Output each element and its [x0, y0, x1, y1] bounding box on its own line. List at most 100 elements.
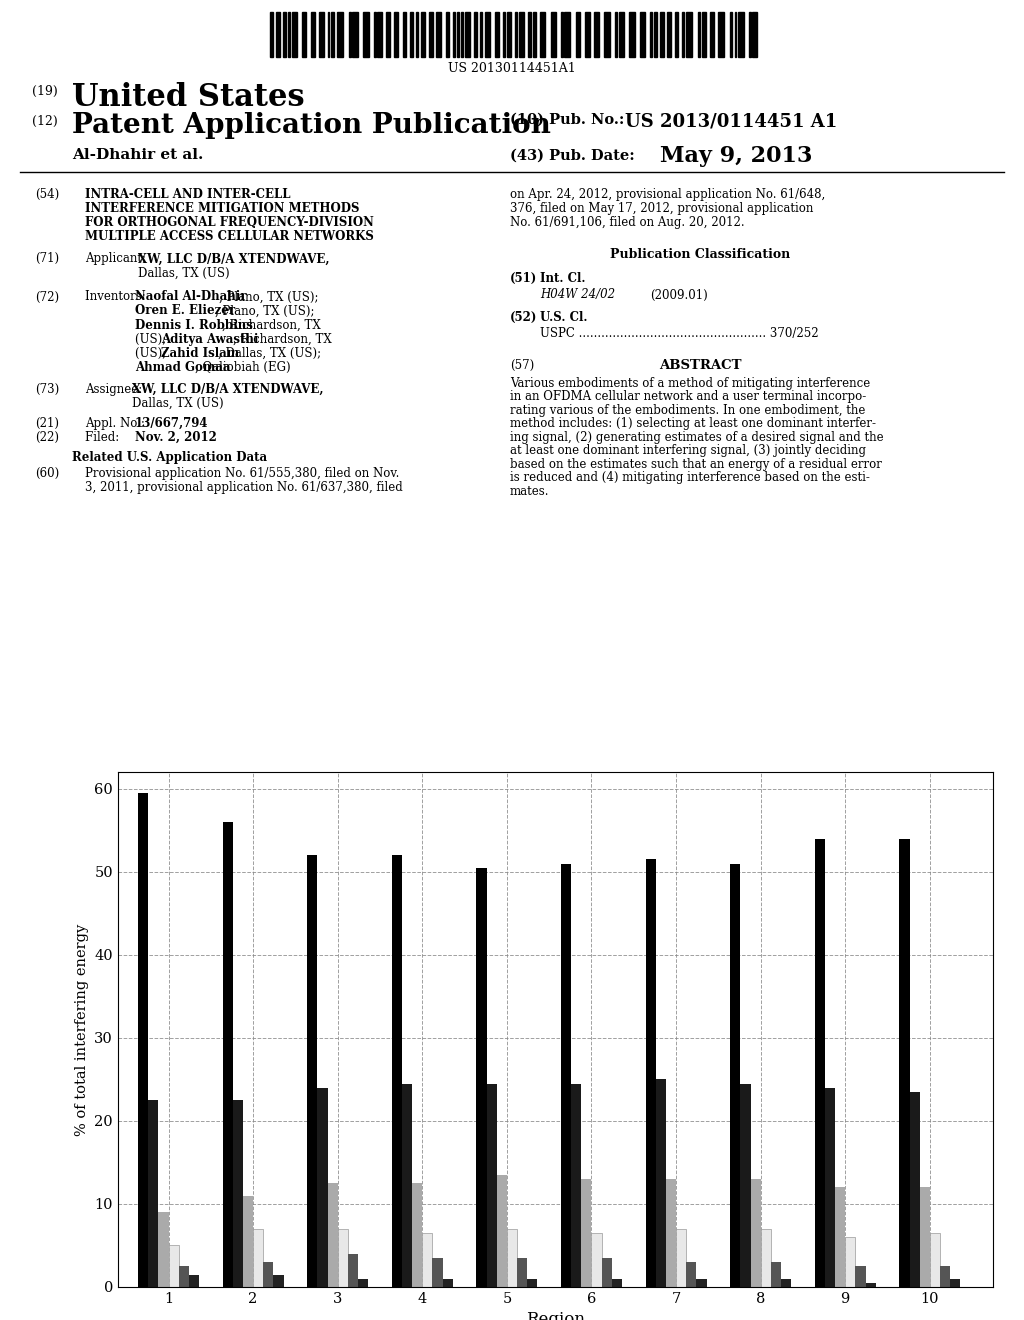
- Text: May 9, 2013: May 9, 2013: [660, 145, 812, 168]
- Text: MULTIPLE ACCESS CELLULAR NETWORKS: MULTIPLE ACCESS CELLULAR NETWORKS: [85, 231, 374, 243]
- Text: Dallas, TX (US): Dallas, TX (US): [132, 396, 223, 409]
- Bar: [338, 1229, 348, 1287]
- Bar: [611, 1279, 622, 1287]
- Bar: [855, 1266, 865, 1287]
- Bar: [302, 12, 306, 57]
- Bar: [392, 855, 402, 1287]
- Bar: [575, 12, 581, 57]
- Bar: [561, 863, 571, 1287]
- Bar: [517, 1258, 527, 1287]
- Bar: [750, 12, 751, 57]
- Bar: [698, 12, 700, 57]
- Bar: [686, 12, 692, 57]
- Bar: [222, 822, 232, 1287]
- Bar: [836, 1188, 845, 1287]
- Bar: [676, 1229, 686, 1287]
- Text: Int. Cl.: Int. Cl.: [540, 272, 586, 285]
- Text: Patent Application Publication: Patent Application Publication: [72, 112, 551, 139]
- Text: (21): (21): [35, 417, 59, 430]
- Text: Various embodiments of a method of mitigating interference: Various embodiments of a method of mitig…: [510, 376, 870, 389]
- Bar: [474, 12, 477, 57]
- Bar: [528, 12, 530, 57]
- Text: , Qaliobiah (EG): , Qaliobiah (EG): [195, 360, 291, 374]
- Bar: [253, 1229, 263, 1287]
- Bar: [751, 1179, 761, 1287]
- Bar: [781, 1279, 792, 1287]
- Text: XW, LLC D/B/A XTENDWAVE,: XW, LLC D/B/A XTENDWAVE,: [132, 383, 324, 396]
- Text: USPC .................................................. 370/252: USPC ...................................…: [540, 326, 818, 339]
- Bar: [845, 1237, 855, 1287]
- Bar: [410, 12, 413, 57]
- Bar: [730, 863, 740, 1287]
- Text: Al-Dhahir et al.: Al-Dhahir et al.: [72, 148, 204, 162]
- Bar: [349, 12, 350, 57]
- Bar: [564, 12, 570, 57]
- Text: Nov. 2, 2012: Nov. 2, 2012: [135, 430, 217, 444]
- Bar: [402, 1084, 412, 1287]
- Bar: [660, 12, 664, 57]
- Bar: [319, 12, 324, 57]
- Bar: [310, 12, 315, 57]
- Bar: [476, 867, 486, 1287]
- Bar: [909, 1092, 920, 1287]
- Text: H04W 24/02: H04W 24/02: [540, 289, 615, 301]
- Bar: [386, 12, 390, 57]
- Text: (71): (71): [35, 252, 59, 265]
- Text: (57): (57): [510, 359, 535, 372]
- Text: Provisional application No. 61/555,380, filed on Nov.: Provisional application No. 61/555,380, …: [85, 467, 399, 479]
- Text: (10) Pub. No.:: (10) Pub. No.:: [510, 112, 635, 127]
- Bar: [640, 12, 645, 57]
- Text: Zahid Islam: Zahid Islam: [161, 347, 240, 359]
- Y-axis label: % of total interfering energy: % of total interfering energy: [75, 924, 89, 1135]
- Text: mates.: mates.: [510, 484, 550, 498]
- Text: U.S. Cl.: U.S. Cl.: [540, 310, 588, 323]
- Bar: [284, 12, 286, 57]
- Text: Aditya Awasthi: Aditya Awasthi: [161, 333, 258, 346]
- Text: US 20130114451A1: US 20130114451A1: [449, 62, 575, 75]
- Bar: [462, 12, 463, 57]
- Text: INTERFERENCE MITIGATION METHODS: INTERFERENCE MITIGATION METHODS: [85, 202, 359, 215]
- Text: Filed:: Filed:: [85, 430, 150, 444]
- Bar: [317, 1088, 328, 1287]
- Bar: [358, 1279, 369, 1287]
- Text: Dennis I. Robbins: Dennis I. Robbins: [135, 318, 253, 331]
- Text: ABSTRACT: ABSTRACT: [658, 359, 741, 372]
- Bar: [507, 1229, 517, 1287]
- Bar: [515, 12, 517, 57]
- Text: , Richardson, TX: , Richardson, TX: [233, 333, 332, 346]
- Bar: [930, 1233, 940, 1287]
- Text: (12): (12): [32, 115, 57, 128]
- Bar: [328, 1183, 338, 1287]
- Text: , Richardson, TX: , Richardson, TX: [222, 318, 321, 331]
- Text: Oren E. Eliezer: Oren E. Eliezer: [135, 305, 236, 318]
- Bar: [337, 12, 343, 57]
- Text: INTRA-CELL AND INTER-CELL: INTRA-CELL AND INTER-CELL: [85, 189, 291, 202]
- Text: (2009.01): (2009.01): [650, 289, 708, 301]
- Text: at least one dominant interfering signal, (3) jointly deciding: at least one dominant interfering signal…: [510, 445, 866, 457]
- Bar: [620, 12, 625, 57]
- Bar: [188, 1275, 199, 1287]
- Bar: [865, 1283, 876, 1287]
- Bar: [686, 1262, 696, 1287]
- Text: , Plano, TX (US);: , Plano, TX (US);: [219, 290, 318, 304]
- Text: , Plano, TX (US);: , Plano, TX (US);: [215, 305, 314, 318]
- Bar: [696, 1279, 707, 1287]
- Bar: [645, 859, 655, 1287]
- Bar: [445, 12, 450, 57]
- Text: method includes: (1) selecting at least one dominant interfer-: method includes: (1) selecting at least …: [510, 417, 876, 430]
- Text: (19): (19): [32, 84, 57, 98]
- Bar: [292, 12, 297, 57]
- Bar: [364, 12, 369, 57]
- Bar: [178, 1266, 188, 1287]
- Bar: [740, 1084, 751, 1287]
- Bar: [307, 855, 317, 1287]
- Bar: [232, 1100, 243, 1287]
- Bar: [753, 12, 758, 57]
- Text: (51): (51): [510, 272, 538, 285]
- Text: (60): (60): [35, 467, 59, 479]
- Text: United States: United States: [72, 82, 304, 114]
- Text: Inventors:: Inventors:: [85, 290, 150, 304]
- Text: US 2013/0114451 A1: US 2013/0114451 A1: [625, 112, 838, 131]
- Text: 13/667,794: 13/667,794: [135, 417, 209, 430]
- Text: (54): (54): [35, 189, 59, 202]
